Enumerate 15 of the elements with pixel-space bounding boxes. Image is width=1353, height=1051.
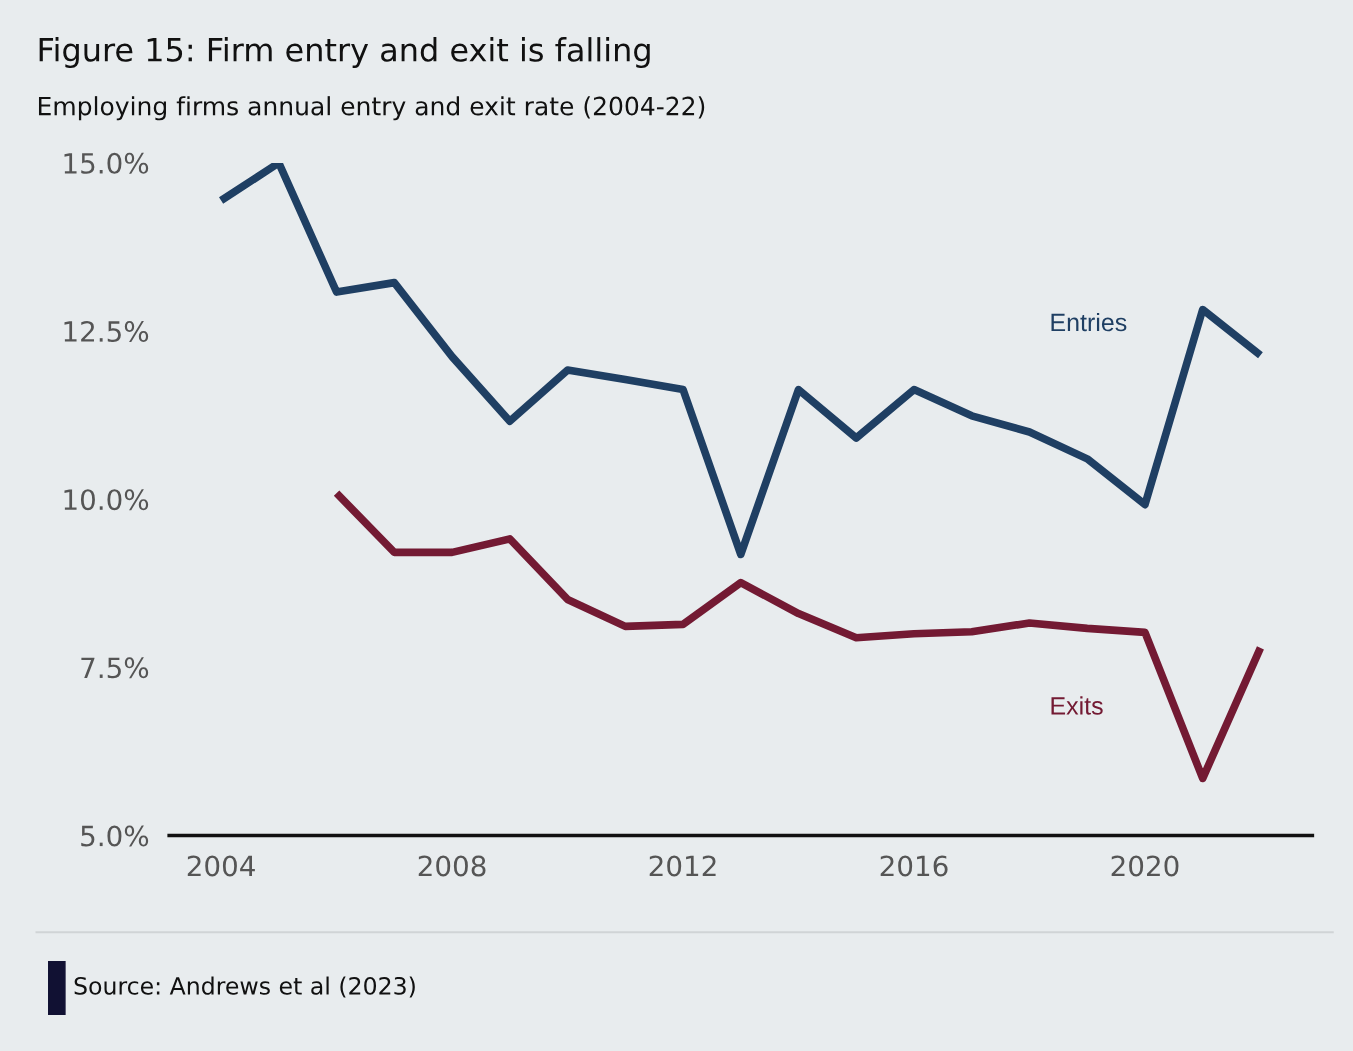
y-tick-label: 10.0% (64, 489, 149, 511)
x-tick-label: 2016 (880, 855, 948, 877)
text: Entries (1051, 312, 1127, 332)
chart-subtitle: Employing firms annual entry and exit rate (2004-22) (38, 96, 705, 121)
chart-title: Figure 15: Firm entry and exit is falling (39, 37, 650, 69)
source-note: Source: Andrews et al (2023) (74, 976, 415, 998)
y-tick-label: 5.0% (81, 825, 149, 847)
x-tick-label: 2020 (1111, 855, 1179, 877)
text: Exits (1051, 696, 1103, 715)
x-tick-label: 2012 (649, 855, 716, 877)
x-tick-label: 2004 (187, 855, 255, 877)
y-tick-label: 15.0% (64, 152, 149, 174)
x-tick-label: 2008 (418, 855, 486, 877)
y-tick-label: 12.5% (64, 321, 149, 343)
y-tick-label: 7.5% (81, 657, 149, 679)
